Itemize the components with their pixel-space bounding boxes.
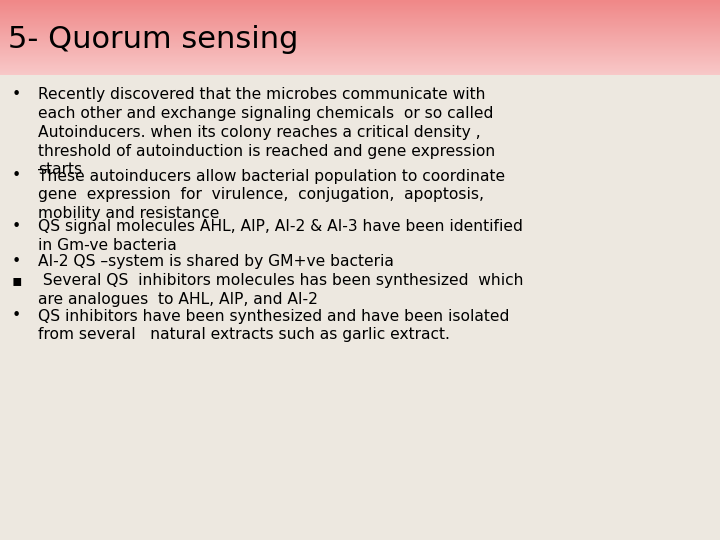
Text: •: • [12, 168, 22, 184]
Text: Recently discovered that the microbes communicate with
each other and exchange s: Recently discovered that the microbes co… [38, 87, 495, 177]
Text: ▪: ▪ [12, 273, 22, 288]
Text: Several QS  inhibitors molecules has been synthesized  which
are analogues  to A: Several QS inhibitors molecules has been… [38, 273, 523, 307]
Text: QS signal molecules AHL, AIP, AI-2 & AI-3 have been identified
in Gm-ve bacteria: QS signal molecules AHL, AIP, AI-2 & AI-… [38, 219, 523, 253]
Text: •: • [12, 87, 22, 102]
Text: •: • [12, 308, 22, 323]
Text: •: • [12, 219, 22, 234]
Text: 5- Quorum sensing: 5- Quorum sensing [8, 24, 298, 53]
Text: •: • [12, 254, 22, 269]
Text: QS inhibitors have been synthesized and have been isolated
from several   natura: QS inhibitors have been synthesized and … [38, 308, 509, 342]
Text: AI-2 QS –system is shared by GM+ve bacteria: AI-2 QS –system is shared by GM+ve bacte… [38, 254, 394, 269]
Text: These autoinducers allow bacterial population to coordinate
gene  expression  fo: These autoinducers allow bacterial popul… [38, 168, 505, 221]
